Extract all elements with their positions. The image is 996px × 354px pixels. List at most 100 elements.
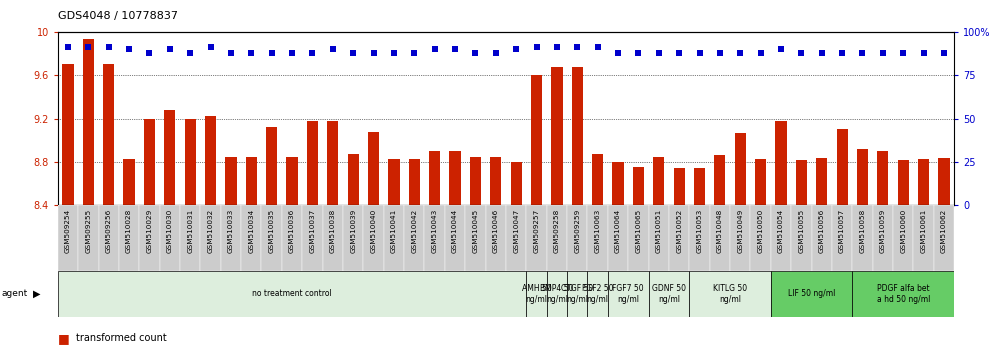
Bar — [776, 121, 787, 205]
Text: GSM510029: GSM510029 — [146, 209, 152, 253]
Bar — [364, 205, 383, 271]
Bar — [383, 205, 404, 271]
Text: GSM510060: GSM510060 — [900, 209, 906, 253]
Bar — [592, 154, 604, 205]
Text: AMH 50
ng/ml: AMH 50 ng/ml — [522, 284, 552, 303]
Text: GSM510047: GSM510047 — [513, 209, 519, 253]
Text: GSM510063: GSM510063 — [595, 209, 601, 253]
Text: GSM510064: GSM510064 — [615, 209, 622, 253]
Bar — [139, 205, 159, 271]
Bar — [552, 67, 563, 205]
Bar — [99, 205, 119, 271]
Text: GSM510030: GSM510030 — [166, 209, 173, 253]
Bar — [307, 121, 318, 205]
Bar — [526, 205, 547, 271]
Text: GSM510065: GSM510065 — [635, 209, 641, 253]
Text: GSM510045: GSM510045 — [472, 209, 478, 253]
Text: GSM509259: GSM509259 — [575, 209, 581, 253]
Text: GSM510031: GSM510031 — [187, 209, 193, 253]
Bar — [266, 127, 277, 205]
Bar — [225, 156, 236, 205]
Bar — [877, 151, 888, 205]
Bar — [348, 154, 359, 205]
Bar — [673, 169, 684, 205]
Bar — [588, 271, 608, 317]
Bar — [547, 271, 567, 317]
Text: transformed count: transformed count — [76, 333, 166, 343]
Bar — [547, 205, 567, 271]
Bar — [119, 205, 139, 271]
Text: GSM510037: GSM510037 — [310, 209, 316, 253]
Bar — [710, 205, 730, 271]
Text: GSM509256: GSM509256 — [106, 209, 112, 253]
Text: GSM510042: GSM510042 — [411, 209, 417, 253]
Bar — [449, 151, 460, 205]
Bar — [404, 205, 424, 271]
Bar — [632, 167, 644, 205]
Bar — [812, 205, 832, 271]
Bar — [445, 205, 465, 271]
Text: GSM510041: GSM510041 — [390, 209, 397, 253]
Text: GSM510038: GSM510038 — [330, 209, 336, 253]
Text: GSM510061: GSM510061 — [920, 209, 926, 253]
Text: GSM510059: GSM510059 — [879, 209, 885, 253]
Text: ■: ■ — [58, 353, 70, 354]
Bar — [689, 271, 771, 317]
Bar — [180, 205, 200, 271]
Text: KITLG 50
ng/ml: KITLG 50 ng/ml — [713, 284, 747, 303]
Bar — [470, 156, 481, 205]
Bar — [246, 156, 257, 205]
Bar — [648, 205, 669, 271]
Bar — [613, 162, 623, 205]
Text: GSM510050: GSM510050 — [758, 209, 764, 253]
Text: ■: ■ — [58, 332, 70, 344]
Bar — [853, 205, 872, 271]
Text: GSM509258: GSM509258 — [554, 209, 560, 253]
Bar — [159, 205, 180, 271]
Bar — [343, 205, 364, 271]
Text: GSM510052: GSM510052 — [676, 209, 682, 253]
Bar — [588, 205, 608, 271]
Bar — [429, 151, 440, 205]
Bar — [368, 132, 379, 205]
Bar — [791, 205, 812, 271]
Bar — [506, 205, 526, 271]
Bar — [714, 155, 725, 205]
Bar — [694, 169, 705, 205]
Bar — [750, 205, 771, 271]
Text: GSM510049: GSM510049 — [737, 209, 743, 253]
Bar — [262, 205, 282, 271]
Text: BMP4 50
ng/ml: BMP4 50 ng/ml — [540, 284, 574, 303]
Text: ▶: ▶ — [33, 289, 41, 299]
Bar — [897, 160, 908, 205]
Bar — [669, 205, 689, 271]
Text: GSM510058: GSM510058 — [860, 209, 866, 253]
Bar — [58, 205, 78, 271]
Bar — [567, 271, 588, 317]
Bar — [918, 159, 929, 205]
Text: FGF2 50
ng/ml: FGF2 50 ng/ml — [582, 284, 614, 303]
Text: GSM510028: GSM510028 — [126, 209, 132, 253]
Bar — [205, 116, 216, 205]
Bar — [771, 271, 853, 317]
Bar — [608, 271, 648, 317]
Text: no treatment control: no treatment control — [252, 289, 332, 298]
Text: GSM510039: GSM510039 — [351, 209, 357, 253]
Text: GSM510040: GSM510040 — [371, 209, 376, 253]
Bar — [938, 158, 949, 205]
Text: GSM510033: GSM510033 — [228, 209, 234, 253]
Text: GSM510051: GSM510051 — [655, 209, 661, 253]
Bar — [511, 162, 522, 205]
Bar — [221, 205, 241, 271]
Text: PDGF alfa bet
a hd 50 ng/ml: PDGF alfa bet a hd 50 ng/ml — [876, 284, 930, 303]
Bar — [424, 205, 445, 271]
Bar — [796, 160, 807, 205]
Bar — [730, 205, 750, 271]
Bar — [648, 271, 689, 317]
Text: GSM510046: GSM510046 — [493, 209, 499, 253]
Bar — [388, 159, 399, 205]
Bar — [104, 64, 115, 205]
Bar — [572, 67, 583, 205]
Text: GDNF 50
ng/ml: GDNF 50 ng/ml — [652, 284, 686, 303]
Bar — [628, 205, 648, 271]
